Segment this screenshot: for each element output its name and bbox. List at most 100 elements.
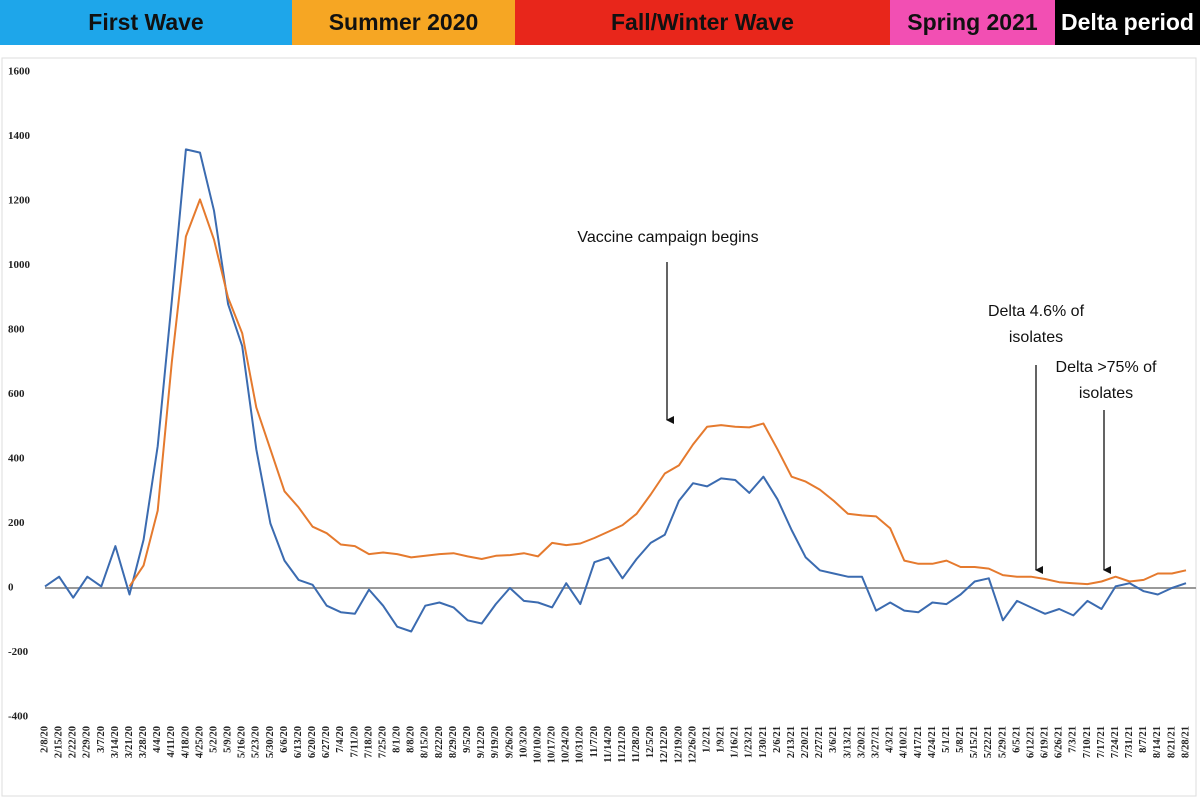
y-tick-label: 1400	[8, 130, 31, 142]
x-tick-label: 3/13/21	[842, 726, 853, 758]
x-tick-label: 5/1/21	[941, 726, 952, 753]
x-tick-label: 3/21/20	[124, 726, 135, 758]
x-tick-label: 4/3/21	[885, 726, 896, 753]
series-line	[44, 148, 1187, 633]
y-tick-label: 600	[8, 388, 25, 400]
x-tick-label: 6/5/21	[1011, 726, 1022, 753]
x-tick-label: 8/21/21	[1166, 726, 1177, 758]
x-tick-label: 10/17/20	[547, 726, 558, 763]
x-tick-label: 2/13/21	[786, 726, 797, 758]
x-tick-label: 11/28/20	[631, 726, 642, 763]
x-tick-label: 7/25/20	[377, 726, 388, 758]
x-tick-label: 8/7/21	[1138, 726, 1149, 753]
annotation: Vaccine campaign begins	[577, 229, 758, 246]
x-tick-label: 5/8/21	[955, 726, 966, 753]
annotation: isolates	[1009, 329, 1063, 346]
x-tick-label: 6/26/21	[1054, 726, 1065, 758]
x-tick-label: 8/28/21	[1180, 726, 1191, 758]
x-tick-label: 1/2/21	[701, 726, 712, 753]
x-tick-label: 6/27/20	[321, 726, 332, 758]
x-tick-label: 4/18/20	[180, 726, 191, 758]
x-tick-label: 6/13/20	[293, 726, 304, 758]
y-tick-label: 200	[8, 517, 25, 529]
x-tick-label: 7/11/20	[349, 726, 360, 758]
x-tick-label: 8/8/20	[406, 726, 417, 753]
x-tick-label: 12/19/20	[673, 726, 684, 763]
x-tick-label: 10/10/20	[532, 726, 543, 763]
x-tick-label: 6/12/21	[1025, 726, 1036, 758]
period-band: Fall/Winter Wave	[515, 0, 890, 45]
x-tick-label: 9/19/20	[490, 726, 501, 758]
period-band: Summer 2020	[292, 0, 515, 45]
y-tick-label: 800	[8, 324, 25, 336]
x-tick-label: 7/31/21	[1124, 726, 1135, 758]
y-tick-label: -400	[8, 711, 29, 723]
x-tick-label: 3/20/21	[856, 726, 867, 758]
x-tick-label: 7/3/21	[1068, 726, 1079, 753]
x-tick-label: 5/16/20	[237, 726, 248, 758]
x-tick-label: 9/26/20	[504, 726, 515, 758]
x-tick-label: 3/7/20	[96, 726, 107, 753]
x-tick-label: 1/16/21	[730, 726, 741, 758]
y-tick-label: 0	[8, 582, 14, 594]
x-tick-label: 4/24/21	[927, 726, 938, 758]
period-bands: First Wave Summer 2020 Fall/Winter Wave Spr…	[0, 0, 1200, 45]
x-tick-label: 3/6/21	[828, 726, 839, 753]
x-tick-label: 8/29/20	[448, 726, 459, 758]
x-tick-label: 7/24/21	[1110, 726, 1121, 758]
x-tick-label: 7/18/20	[363, 726, 374, 758]
x-tick-label: 12/5/20	[645, 726, 656, 758]
x-tick-label: 4/11/20	[166, 726, 177, 758]
x-tick-label: 6/19/21	[1040, 726, 1051, 758]
x-tick-label: 3/14/20	[110, 726, 121, 758]
x-tick-label: 6/20/20	[307, 726, 318, 758]
period-band: Spring 2021	[890, 0, 1055, 45]
x-tick-label: 8/1/20	[392, 726, 403, 753]
x-tick-label: 11/7/20	[589, 726, 600, 758]
chart-frame	[1, 57, 1197, 797]
annotation: Delta 4.6% of	[988, 303, 1085, 320]
x-tick-label: 10/24/20	[561, 726, 572, 763]
x-tick-label: 11/14/20	[603, 726, 614, 763]
x-tick-label: 2/27/21	[814, 726, 825, 758]
x-tick-label: 3/27/21	[871, 726, 882, 758]
x-tick-label: 7/4/20	[335, 726, 346, 753]
x-tick-label: 1/9/21	[716, 726, 727, 753]
x-tick-label: 1/30/21	[758, 726, 769, 758]
x-tick-label: 12/26/20	[687, 726, 698, 763]
x-tick-label: 9/12/20	[476, 726, 487, 758]
x-tick-label: 2/22/20	[68, 726, 79, 758]
x-tick-label: 5/15/21	[969, 726, 980, 758]
x-tick-label: 10/3/20	[518, 726, 529, 758]
x-tick-label: 6/6/20	[279, 726, 290, 753]
period-band: First Wave	[0, 0, 292, 45]
x-tick-label: 5/30/20	[265, 726, 276, 758]
x-tick-label: 8/15/20	[420, 726, 431, 758]
y-tick-label: 1600	[8, 66, 31, 78]
x-tick-label: 2/15/20	[53, 726, 64, 758]
x-tick-label: 10/31/20	[575, 726, 586, 763]
x-tick-label: 9/5/20	[462, 726, 473, 753]
x-tick-label: 5/9/20	[223, 726, 234, 753]
x-tick-label: 1/23/21	[744, 726, 755, 758]
series-line	[128, 198, 1187, 587]
y-tick-label: -200	[8, 646, 29, 658]
x-tick-label: 4/4/20	[152, 726, 163, 753]
x-tick-label: 3/28/20	[138, 726, 149, 758]
annotation: isolates	[1079, 385, 1133, 402]
x-tick-label: 8/22/20	[434, 726, 445, 758]
y-tick-label: 1000	[8, 259, 31, 271]
x-tick-label: 5/22/21	[983, 726, 994, 758]
period-band: Delta period	[1055, 0, 1200, 45]
x-tick-label: 4/10/21	[899, 726, 910, 758]
y-tick-label: 400	[8, 453, 25, 465]
x-tick-label: 4/17/21	[913, 726, 924, 758]
x-tick-label: 11/21/20	[617, 726, 628, 763]
x-tick-label: 5/23/20	[251, 726, 262, 758]
x-tick-label: 12/12/20	[659, 726, 670, 763]
y-tick-label: 1200	[8, 195, 31, 207]
x-tick-label: 2/8/20	[39, 726, 50, 753]
x-tick-label: 7/17/21	[1096, 726, 1107, 758]
